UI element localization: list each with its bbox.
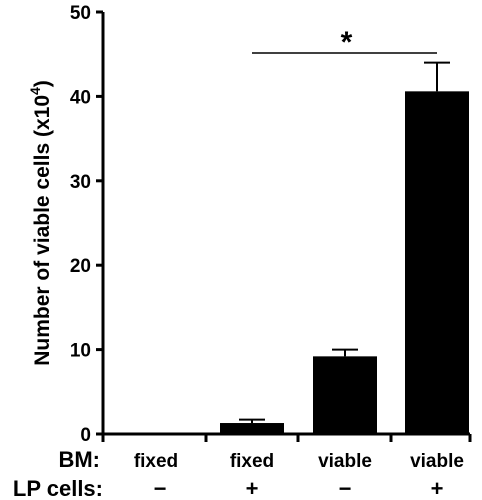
factor-label: BM: [58, 447, 100, 472]
category-labels: BM: fixed fixed viable viable LP cells: − + − + [13, 447, 464, 500]
y-tick-label: 40 [70, 87, 91, 108]
bar [313, 356, 377, 434]
y-axis-label: Number of viable cells (x104) [27, 80, 54, 366]
factor-level-label: viable [318, 451, 372, 472]
significance-label: * [341, 26, 353, 59]
factor-label: LP cells: [13, 476, 103, 500]
factor-level-label: − [339, 476, 352, 500]
factor-level-label: + [431, 476, 444, 500]
y-axis-label-text: Number of viable cells (x10 [31, 95, 54, 366]
y-axis-label-close: ) [31, 80, 54, 87]
factor-level-label: − [154, 476, 167, 500]
error-bars [239, 61, 450, 424]
y-tick-label: 50 [70, 3, 91, 24]
factor-level-label: fixed [134, 451, 178, 472]
y-axis-label-exponent: 4 [27, 87, 43, 95]
bar [405, 91, 469, 434]
factor-level-label: fixed [230, 451, 274, 472]
bar [220, 423, 284, 434]
y-tick-label: 20 [70, 256, 91, 277]
y-tick-label: 30 [70, 172, 91, 193]
bar [128, 433, 192, 434]
factor-level-label: viable [410, 451, 464, 472]
factor-level-label: + [246, 476, 259, 500]
bars [128, 91, 469, 434]
significance-marker: * [252, 26, 437, 59]
y-tick-label: 0 [80, 425, 91, 446]
y-tick-label: 10 [70, 341, 91, 362]
